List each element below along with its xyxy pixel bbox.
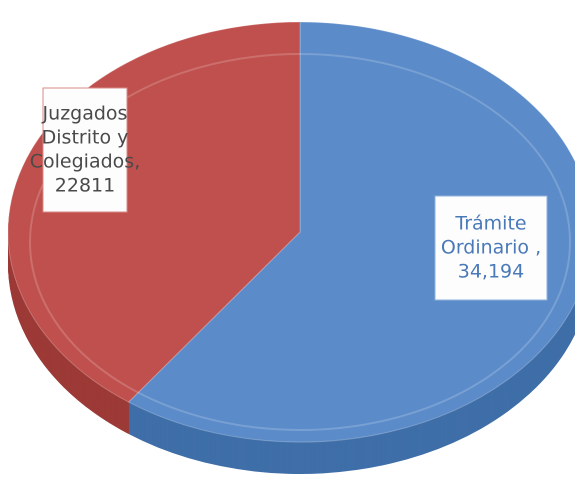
label-text: Distrito y — [42, 127, 129, 149]
slice — [127, 21, 575, 443]
highlight — [29, 53, 571, 431]
value-label: 34,194 — [458, 261, 524, 283]
label-box — [434, 195, 548, 301]
label-text: Ordinario , — [441, 237, 541, 259]
label-text: Juzgados — [42, 103, 128, 125]
label-box — [42, 87, 128, 213]
label-text: Trámite — [454, 213, 526, 235]
value-label: 22811 — [55, 175, 115, 197]
label-text: Colegiados, — [30, 151, 140, 173]
